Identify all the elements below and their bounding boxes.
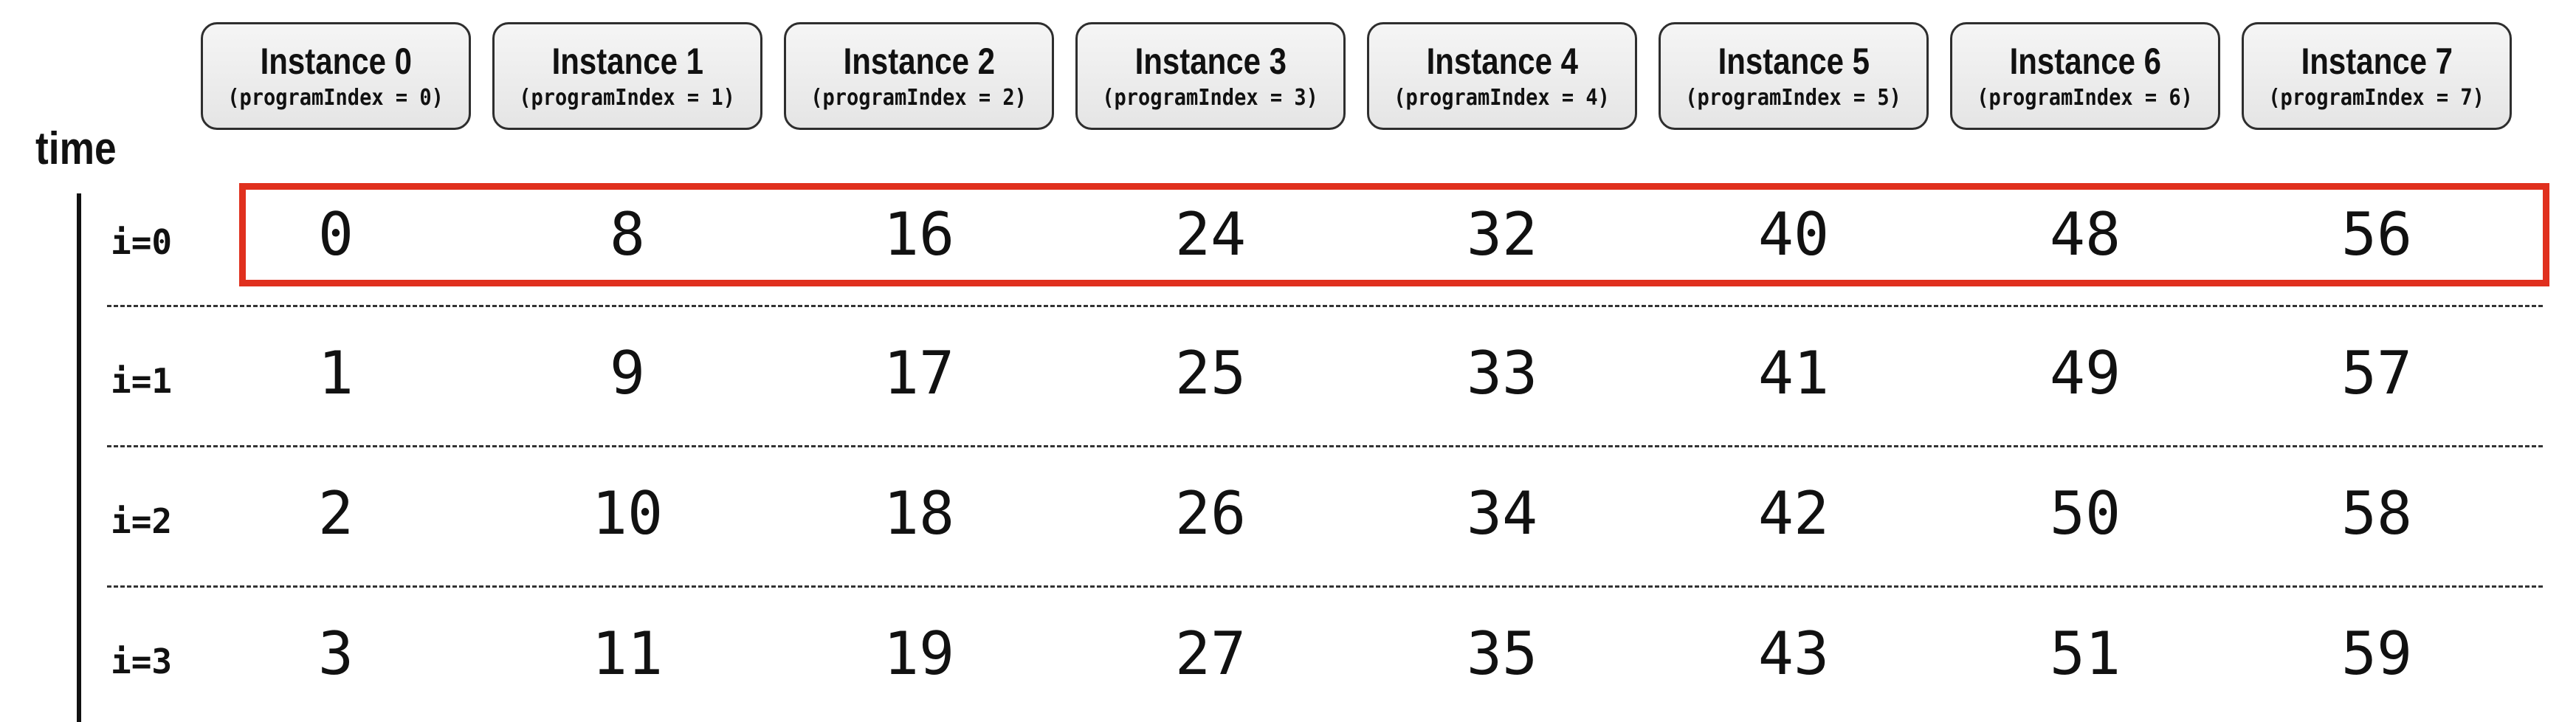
instance-subtitle: (programIndex = 6) <box>1977 85 2194 111</box>
cell-r1-c2: 17 <box>883 339 955 408</box>
cell-r1-c4: 33 <box>1466 339 1538 408</box>
instance-title: Instance 2 <box>843 41 995 82</box>
row-label-2: i=2 <box>111 501 173 541</box>
instance-header-6: Instance 6 (programIndex = 6) <box>1950 22 2220 130</box>
instance-title: Instance 0 <box>260 41 412 82</box>
instance-header-2: Instance 2 (programIndex = 2) <box>784 22 1054 130</box>
instance-header-0: Instance 0 (programIndex = 0) <box>201 22 471 130</box>
instance-subtitle: (programIndex = 2) <box>810 85 1027 111</box>
cell-r3-c7: 59 <box>2341 619 2413 688</box>
instance-headers: Instance 0 (programIndex = 0) Instance 1 (p… <box>0 0 2576 140</box>
row-label-3: i=3 <box>111 642 173 681</box>
instance-subtitle: (programIndex = 1) <box>519 85 736 111</box>
row-label-0: i=0 <box>111 222 173 262</box>
instance-subtitle: (programIndex = 7) <box>2268 85 2485 111</box>
cell-r2-c2: 18 <box>883 479 955 548</box>
instance-subtitle: (programIndex = 0) <box>227 85 444 111</box>
instance-subtitle: (programIndex = 5) <box>1685 85 1902 111</box>
instance-header-3: Instance 3 (programIndex = 3) <box>1075 22 1346 130</box>
instance-title: Instance 4 <box>1426 41 1578 82</box>
cell-r1-c7: 57 <box>2341 339 2413 408</box>
cell-r3-c4: 35 <box>1466 619 1538 688</box>
instance-header-5: Instance 5 (programIndex = 5) <box>1659 22 1929 130</box>
cell-r0-c4: 32 <box>1466 200 1538 269</box>
highlight-box-row-0 <box>239 183 2549 286</box>
row-separator-1 <box>107 445 2543 447</box>
cell-r0-c6: 48 <box>2049 200 2121 269</box>
cell-r1-c5: 41 <box>1757 339 1830 408</box>
instance-header-1: Instance 1 (programIndex = 1) <box>492 22 762 130</box>
cell-r2-c6: 50 <box>2049 479 2121 548</box>
cell-r0-c2: 16 <box>883 200 955 269</box>
cell-r3-c6: 51 <box>2049 619 2121 688</box>
cell-r2-c3: 26 <box>1174 479 1247 548</box>
row-label-1: i=1 <box>111 361 173 401</box>
instance-title: Instance 6 <box>2009 41 2161 82</box>
instance-header-4: Instance 4 (programIndex = 4) <box>1367 22 1637 130</box>
row-separator-0 <box>107 305 2543 307</box>
instance-subtitle: (programIndex = 3) <box>1102 85 1319 111</box>
cell-r1-c1: 9 <box>609 339 646 408</box>
instance-subtitle: (programIndex = 4) <box>1394 85 1611 111</box>
cell-r2-c4: 34 <box>1466 479 1538 548</box>
row-separator-2 <box>107 585 2543 588</box>
cell-r2-c5: 42 <box>1757 479 1830 548</box>
instance-header-7: Instance 7 (programIndex = 7) <box>2242 22 2512 130</box>
cell-r3-c1: 11 <box>591 619 664 688</box>
cell-r2-c1: 10 <box>591 479 664 548</box>
cell-r1-c6: 49 <box>2049 339 2121 408</box>
cell-r3-c0: 3 <box>317 619 354 688</box>
cell-r0-c0: 0 <box>317 200 354 269</box>
cell-r0-c7: 56 <box>2341 200 2413 269</box>
instance-title: Instance 1 <box>551 41 703 82</box>
cell-r3-c2: 19 <box>883 619 955 688</box>
cell-r3-c5: 43 <box>1757 619 1830 688</box>
instance-title: Instance 5 <box>1718 41 1870 82</box>
time-axis-label: time <box>35 123 117 174</box>
instance-title: Instance 7 <box>2301 41 2453 82</box>
cell-r1-c0: 1 <box>317 339 354 408</box>
cell-r3-c3: 27 <box>1174 619 1247 688</box>
cell-r2-c0: 2 <box>317 479 354 548</box>
instance-title: Instance 3 <box>1134 41 1287 82</box>
cell-r1-c3: 25 <box>1174 339 1247 408</box>
time-axis-line <box>77 193 81 722</box>
cell-r0-c5: 40 <box>1757 200 1830 269</box>
cell-r2-c7: 58 <box>2341 479 2413 548</box>
cell-r0-c1: 8 <box>609 200 646 269</box>
cell-r0-c3: 24 <box>1174 200 1247 269</box>
